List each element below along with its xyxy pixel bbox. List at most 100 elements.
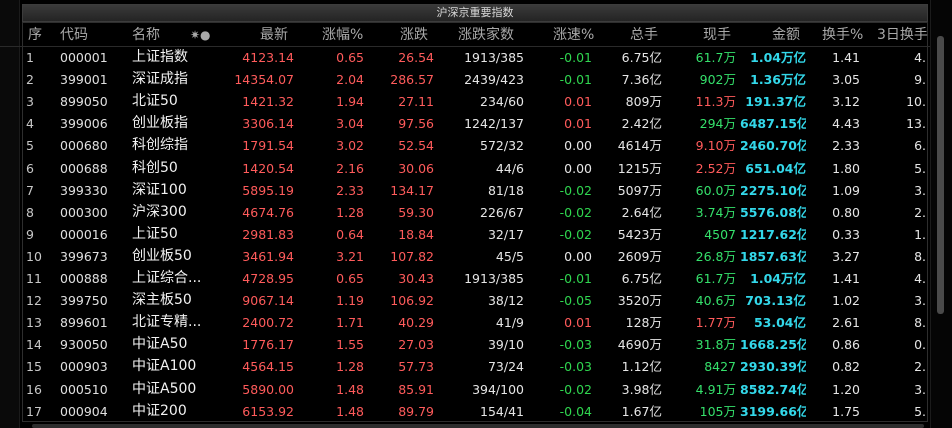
header-name[interactable]: 名称 [132,27,160,43]
table-row[interactable]: 7 399330 深证100 5895.19 2.33 134.17 81/18 -0.02 5… [0,179,930,202]
row-index: 8 [26,204,34,220]
header-pct[interactable]: 涨幅% [322,27,364,43]
table-row[interactable]: 3 899050 北证50 1421.32 1.94 27.11 234/60 0.01 809… [0,90,930,113]
header-code[interactable]: 代码 [60,27,88,43]
table-row[interactable]: 2 399001 深证成指 14354.07 2.04 286.57 2439/423 -0.… [0,68,930,91]
header-volume[interactable]: 总手 [630,27,658,43]
row-speed: 0.01 [564,315,592,331]
row-turnover: 3.27 [832,248,860,264]
row-updown: 32/17 [487,226,524,242]
row-code: 399006 [60,116,108,132]
row-updown: 226/67 [480,204,524,220]
row-chg: 106.92 [390,293,434,309]
table-row[interactable]: 5 000680 科创综指 1791.54 3.02 52.54 572/32 0.00 461… [0,134,930,157]
row-name: 中证A100 [132,358,197,375]
row-index: 12 [26,293,42,309]
table-row[interactable]: 8 000300 沪深300 4674.76 1.28 59.30 226/67 -0.02 2… [0,201,930,224]
row-chg: 27.03 [398,337,434,353]
row-amount: 1.04万亿 [750,50,806,65]
row-index: 14 [26,337,42,353]
row-volume: 4690万 [617,337,662,353]
row-chg: 52.54 [398,138,434,154]
header-idx[interactable]: 序 [28,27,42,43]
row-name: 中证A50 [132,336,188,353]
row-name: 北证专精... [132,314,202,331]
row-volume: 2609万 [617,248,662,264]
row-latest: 3461.94 [242,248,294,264]
row-index: 16 [26,381,42,397]
row-name: 中证A500 [132,380,197,397]
header-latest[interactable]: 最新 [260,27,288,43]
row-amount: 1.36万亿 [750,72,806,88]
row-current: 61.7万 [695,271,736,286]
header-amount[interactable]: 金额 [772,27,800,43]
row-updown: 41/9 [495,315,524,331]
row-amount: 651.04亿 [745,160,806,176]
row-amount: 2930.39亿 [740,359,806,375]
row-latest: 1791.54 [242,138,294,154]
row-latest: 1776.17 [242,337,294,353]
row-pct: 1.71 [336,315,364,331]
row-speed: -0.02 [559,381,592,397]
row-three-day-turnover: 0. [914,337,926,353]
row-name: 上证50 [132,225,178,242]
table-row[interactable]: 4 399006 创业板指 3306.14 3.04 97.56 1242/137 0.01 2… [0,112,930,135]
header-speed[interactable]: 涨速% [553,27,595,43]
row-pct: 0.65 [336,50,364,65]
table-row[interactable]: 10 399673 创业板50 3461.94 3.21 107.82 45/5 0.00 26… [0,245,930,268]
row-latest: 2400.72 [242,315,294,331]
table-row[interactable]: 17 000904 中证200 6153.92 1.48 89.79 154/41 -0.04… [0,400,930,423]
header-turnover[interactable]: 换手% [822,27,864,43]
window-title: 沪深京重要指数 [22,4,928,22]
table-row[interactable]: 6 000688 科创50 1420.54 2.16 30.06 44/6 0.00 1215万… [0,157,930,180]
vertical-scrollbar-thumb[interactable] [937,36,944,314]
row-turnover: 3.12 [832,94,860,110]
row-turnover: 2.33 [832,138,860,154]
header-favorite-toggle-icon[interactable]: ✷● [190,28,211,42]
table-row[interactable]: 12 399750 深主板50 9067.14 1.19 106.92 38/12 -0.05… [0,289,930,312]
header-updown[interactable]: 涨跌家数 [458,27,514,43]
row-three-day-turnover: 1. [914,226,926,242]
row-amount: 1.04万亿 [750,271,806,286]
horizontal-scrollbar[interactable] [32,424,924,428]
row-index: 3 [26,94,34,110]
header-three-day-turnover[interactable]: 3日换手 [877,27,928,43]
row-current: 105万 [699,403,736,419]
table-row[interactable]: 9 000016 上证50 2981.83 0.64 18.84 32/17 -0.02 542… [0,223,930,246]
row-amount: 191.37亿 [745,94,806,110]
row-updown: 39/10 [487,337,524,353]
table-row[interactable]: 11 000888 上证综合... 4728.95 0.65 30.43 1913/385 -… [0,267,930,290]
row-amount: 703.13亿 [745,293,806,309]
header-chg[interactable]: 涨跌 [400,27,428,43]
row-pct: 3.02 [336,138,364,154]
row-amount: 3199.66亿 [740,403,806,419]
header-current[interactable]: 现手 [703,27,731,43]
row-latest: 4564.15 [242,359,294,375]
row-updown: 45/5 [495,248,524,264]
row-pct: 1.28 [336,359,364,375]
row-chg: 27.11 [398,94,434,110]
row-index: 5 [26,138,34,154]
row-amount: 6487.15亿 [740,116,806,132]
row-volume: 2.42亿 [621,116,662,132]
row-updown: 1242/137 [464,116,524,132]
table-row[interactable]: 14 930050 中证A50 1776.17 1.55 27.03 39/10 -0.03 4… [0,333,930,356]
row-chg: 57.73 [398,359,434,375]
table-row[interactable]: 16 000510 中证A500 5890.00 1.48 85.91 394/100 -0.… [0,378,930,401]
left-side-strip [0,0,20,428]
row-pct: 0.64 [336,226,364,242]
row-chg: 107.82 [390,248,434,264]
row-turnover: 2.61 [832,315,860,331]
row-updown: 154/41 [480,403,524,419]
row-three-day-turnover: 3. [914,381,926,397]
row-turnover: 4.43 [832,116,860,132]
table-row[interactable]: 15 000903 中证A100 4564.15 1.28 57.73 73/24 -0.03… [0,355,930,378]
row-volume: 1.67亿 [621,403,662,419]
row-code: 399330 [60,182,108,198]
row-pct: 2.04 [336,72,364,88]
row-volume: 5423万 [617,226,662,242]
row-current: 8427 [704,359,736,375]
row-current: 40.6万 [695,293,736,309]
table-row[interactable]: 13 899601 北证专精... 2400.72 1.71 40.29 41/9 0.01 1… [0,311,930,334]
table-row[interactable]: 1 000001 上证指数 4123.14 0.65 26.54 1913/385 -0.01… [0,46,930,69]
